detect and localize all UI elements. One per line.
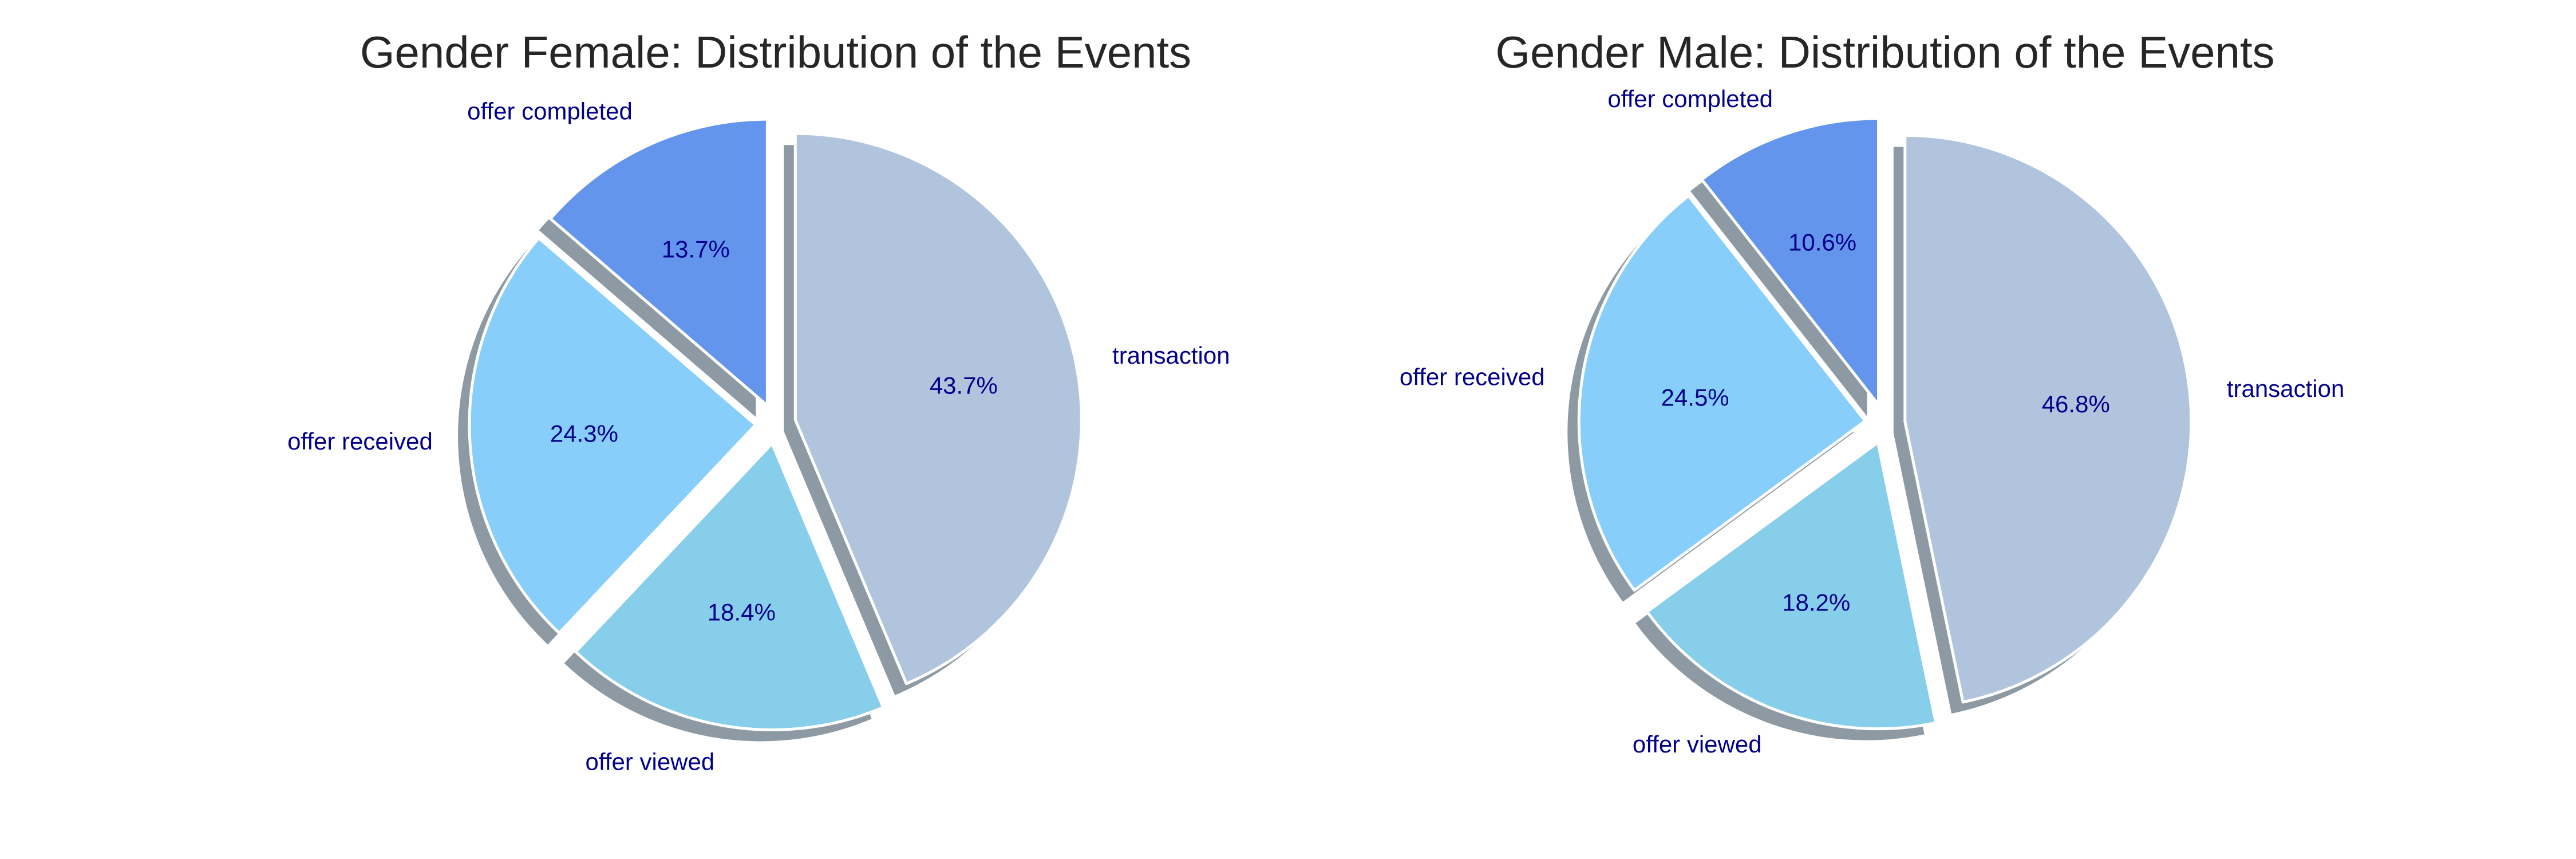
female-category-label-transaction: transaction: [1112, 342, 1230, 369]
male-pct-label-transaction: 46.8%: [2042, 391, 2110, 417]
female-pct-label-transaction: 43.7%: [930, 372, 998, 399]
female-category-label-offer-received: offer received: [287, 428, 433, 455]
male-pct-label-offer-received: 24.5%: [1661, 384, 1729, 411]
male-slice-offer-completed: [1700, 117, 1880, 407]
female-slice-transaction: [793, 132, 1083, 685]
male-category-label-offer-completed: offer completed: [1607, 85, 1773, 112]
female-pct-label-offer-completed: 13.7%: [662, 235, 730, 262]
male-slice-transaction: [1903, 133, 2193, 704]
female-slice-offer-completed: [549, 117, 769, 407]
male-slice-offer-viewed: [1645, 441, 1938, 731]
female-pct-label-offer-received: 24.3%: [550, 420, 618, 447]
female-chart-title: Gender Female: Distribution of the Event…: [360, 27, 1191, 77]
female-slice-offer-received: [468, 237, 757, 635]
male-category-label-transaction: transaction: [2227, 375, 2344, 402]
female-slice-offer-viewed: [574, 442, 885, 731]
male-category-label-offer-received: offer received: [1400, 363, 1545, 390]
female-pct-label-offer-viewed: 18.4%: [708, 599, 776, 626]
male-slice-offer-received: [1577, 194, 1867, 592]
female-category-label-offer-viewed: offer viewed: [586, 748, 715, 775]
male-pie-panel: Gender Male: Distribution of the Events …: [1400, 27, 2344, 758]
male-chart-title: Gender Male: Distribution of the Events: [1495, 27, 2274, 77]
male-category-label-offer-viewed: offer viewed: [1633, 731, 1762, 758]
female-pie-panel: Gender Female: Distribution of the Event…: [287, 27, 1230, 775]
male-pct-label-offer-viewed: 18.2%: [1782, 589, 1850, 616]
male-pct-label-offer-completed: 10.6%: [1788, 228, 1856, 255]
female-category-label-offer-completed: offer completed: [467, 98, 633, 125]
